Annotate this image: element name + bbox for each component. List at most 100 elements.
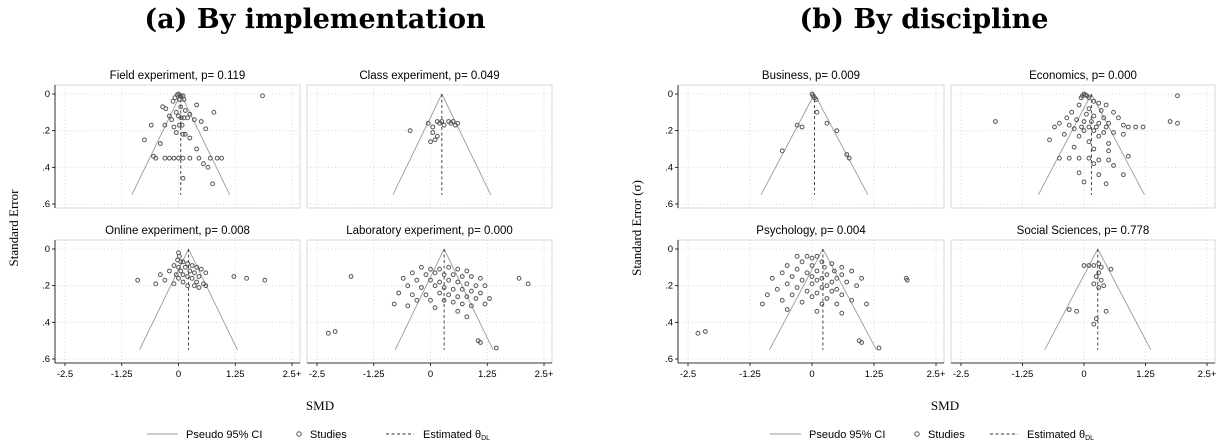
study-point [203, 283, 209, 289]
study-point [1081, 128, 1087, 134]
study-point [846, 155, 852, 161]
plot-frame [677, 84, 945, 209]
study-point [464, 294, 470, 300]
study-point [769, 275, 775, 281]
study-point [455, 120, 461, 126]
figure-title-b: (b) By discipline [800, 4, 1049, 35]
study-point [1057, 120, 1062, 126]
study-point [482, 301, 488, 307]
study-point [446, 264, 452, 270]
study-point [819, 259, 825, 265]
study-point [859, 340, 864, 345]
study-point [1076, 170, 1082, 176]
study-point [180, 175, 186, 181]
study-point [864, 301, 869, 307]
study-point [157, 141, 163, 146]
subplot-title: Business, p= 0.009 [762, 70, 860, 82]
study-point [163, 106, 169, 112]
study-point [1066, 307, 1072, 312]
x-tick-label: 0 [176, 369, 181, 380]
study-point [173, 272, 179, 278]
study-point [1120, 122, 1126, 128]
study-point [428, 266, 433, 272]
study-point [172, 95, 178, 101]
y-tick-label: 0 [668, 89, 673, 100]
legend-studies-marker [914, 431, 920, 437]
study-point [446, 277, 452, 283]
y-tick-label: .6 [665, 199, 673, 210]
study-point [774, 286, 780, 292]
study-point [1088, 119, 1094, 124]
study-point [170, 98, 176, 104]
x-tick-label: -1.25 [111, 369, 133, 380]
study-point [804, 253, 810, 259]
study-point [834, 128, 840, 134]
study-point [464, 314, 470, 320]
study-point [844, 152, 850, 157]
y-tick-label: 0 [45, 89, 50, 100]
study-point [779, 270, 785, 276]
study-point [849, 297, 855, 303]
study-point [819, 275, 825, 281]
study-point [176, 155, 181, 161]
x-axis-label-a: SMD [306, 398, 334, 413]
x-tick-label: -2.5 [309, 369, 325, 380]
study-point [779, 148, 785, 154]
study-point [176, 275, 181, 281]
study-point [779, 297, 785, 303]
subplot-2: Class experiment, p= 0.049 [306, 70, 553, 209]
study-point [834, 301, 840, 307]
study-point [162, 155, 168, 161]
y-tick-label: .2 [42, 126, 50, 137]
study-point [695, 330, 701, 336]
study-point [1108, 266, 1114, 272]
study-point [455, 279, 461, 285]
study-point [185, 274, 190, 279]
study-point [1096, 120, 1102, 126]
study-point [1111, 163, 1116, 168]
study-point [194, 102, 200, 108]
x-tick-label: 1.25 [1136, 369, 1155, 380]
study-point [904, 277, 910, 283]
x-tick-label: 2.5+ [535, 369, 554, 380]
study-point [794, 122, 800, 128]
study-point [464, 281, 470, 287]
study-point [332, 329, 338, 334]
study-point [177, 122, 182, 128]
study-point [178, 104, 184, 110]
study-point [1106, 141, 1111, 146]
y-tick-label: .6 [665, 354, 673, 365]
study-point [423, 272, 429, 278]
legend-b: Pseudo 95% CI Studies Estimated θDL [770, 429, 1094, 442]
study-point [473, 283, 479, 289]
funnel-right-line [1090, 93, 1145, 196]
study-point [171, 281, 177, 287]
study-point [180, 279, 186, 285]
study-point [1101, 115, 1107, 121]
plot-frame [950, 239, 1216, 364]
study-point [794, 266, 800, 272]
study-point [414, 297, 420, 303]
study-point [162, 122, 168, 128]
study-point [414, 277, 420, 283]
study-point [834, 275, 840, 281]
figure-title-a: (a) By implementation [144, 4, 486, 35]
study-point [176, 264, 181, 270]
study-point [764, 292, 770, 298]
study-point [455, 308, 461, 314]
study-point [450, 286, 456, 292]
study-point [1061, 131, 1067, 137]
study-point [135, 277, 141, 283]
subplot-1: Field experiment, p= 0.119 0 .2 .4 .6 [42, 70, 301, 210]
funnel-left-line [1044, 248, 1099, 351]
y-tick-label: .6 [42, 199, 50, 210]
study-point [148, 122, 154, 128]
study-point [1116, 115, 1121, 121]
x-tick-label: -1.25 [363, 369, 385, 380]
study-point [1074, 308, 1080, 314]
study-point [1081, 263, 1087, 268]
study-point [1066, 155, 1072, 161]
study-point [702, 329, 708, 334]
study-point [455, 294, 461, 300]
